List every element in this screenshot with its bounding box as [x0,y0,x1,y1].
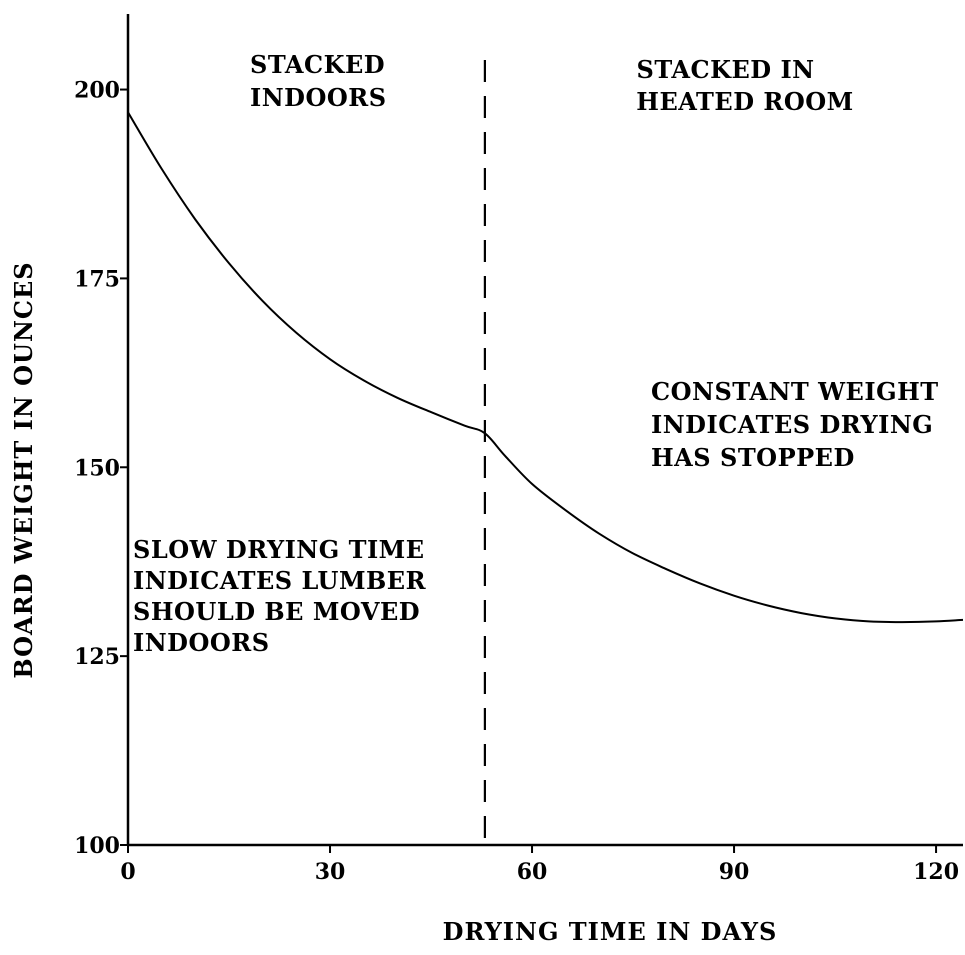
y-axis-title: BOARD WEIGHT IN OUNCES [9,261,38,678]
y-tick-label: 125 [74,644,120,670]
annotation-line: STACKED IN [637,55,815,84]
annotation-line: INDICATES LUMBER [133,566,427,595]
x-axis-title: DRYING TIME IN DAYS [443,917,778,946]
y-tick-label: 200 [74,78,120,104]
annotation-line: CONSTANT WEIGHT [651,377,939,406]
annotation-line: INDOORS [250,83,387,112]
annotation-line: SHOULD BE MOVED [133,597,420,626]
annotation-line: SLOW DRYING TIME [133,535,425,564]
annotation-line: INDICATES DRYING [651,410,933,439]
annotation-line: HEATED ROOM [636,87,853,116]
x-ticks: 0 30 60 90 120 [120,845,959,885]
series-line-board-weight [127,111,964,624]
y-tick-label: 150 [74,455,120,481]
y-ticks: 100 125 150 175 200 [74,78,128,859]
x-tick-label: 30 [315,859,346,885]
annotation-slow-drying: SLOW DRYING TIME INDICATES LUMBER SHOULD… [133,535,435,657]
x-tick-label: 120 [913,859,959,885]
annotation-line: STACKED [250,50,385,79]
y-tick-label: 100 [74,833,120,859]
x-tick-label: 0 [120,859,135,885]
y-tick-label: 175 [74,266,120,292]
annotation-stacked-indoors: STACKED INDOORS [250,50,394,112]
annotation-stacked-heated: STACKED IN HEATED ROOM [636,55,853,116]
annotation-line: INDOORS [133,628,270,657]
x-tick-label: 60 [517,859,548,885]
annotation-constant-weight: CONSTANT WEIGHT INDICATES DRYING HAS STO… [651,377,947,472]
annotation-line: HAS STOPPED [651,443,855,472]
plot-area: 100 125 150 175 200 0 30 60 90 120 [74,14,964,885]
x-tick-label: 90 [719,859,750,885]
